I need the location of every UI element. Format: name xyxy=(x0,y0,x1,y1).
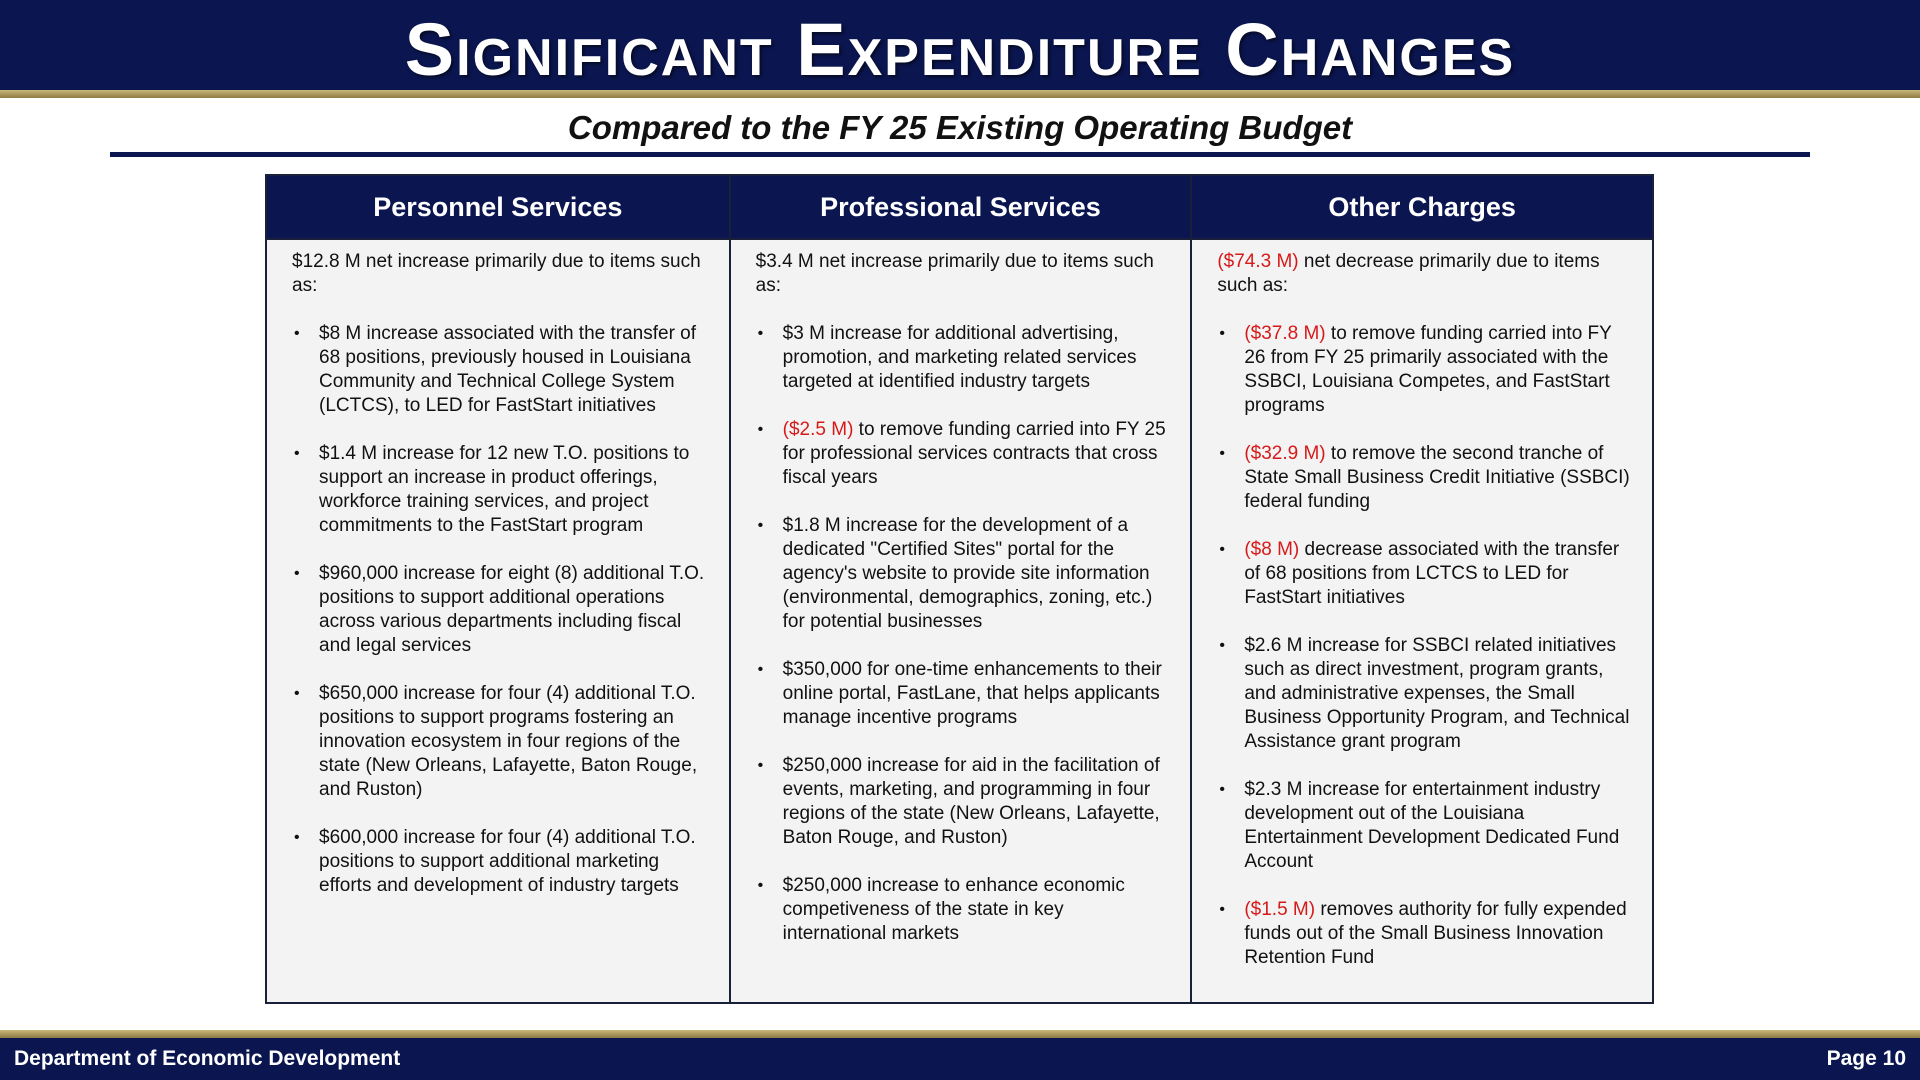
list-item: ($37.8 M) to remove funding carried into… xyxy=(1217,322,1630,418)
item-text: $1.8 M increase for the development of a… xyxy=(782,515,1153,632)
item-text: $3 M increase for additional advertising… xyxy=(782,323,1137,392)
item-text: $2.6 M increase for SSBCI related initia… xyxy=(1244,635,1630,752)
department-name: Department of Economic Development xyxy=(14,1047,401,1070)
intro-amount: ($74.3 M) xyxy=(1217,251,1299,272)
item-text: $8 M increase associated with the transf… xyxy=(319,323,697,416)
page-number: Page 10 xyxy=(1826,1047,1906,1070)
item-text: $650,000 increase for four (4) additiona… xyxy=(319,683,698,800)
item-list: $3 M increase for additional advertising… xyxy=(756,322,1169,946)
column-intro: ($74.3 M) net decrease primarily due to … xyxy=(1217,250,1630,298)
list-item: $350,000 for one-time enhancements to th… xyxy=(756,658,1169,730)
item-text: $250,000 increase for aid in the facilit… xyxy=(782,755,1160,848)
intro-text: $3.4 M net increase primarily due to ite… xyxy=(755,251,1154,296)
list-item: $8 M increase associated with the transf… xyxy=(292,322,707,418)
column-body: $12.8 M net increase primarily due to it… xyxy=(267,240,729,922)
column-body: $3.4 M net increase primarily due to ite… xyxy=(731,240,1191,970)
column-intro: $3.4 M net increase primarily due to ite… xyxy=(756,250,1169,298)
column-body: ($74.3 M) net decrease primarily due to … xyxy=(1192,240,1652,994)
page-subtitle: Compared to the FY 25 Existing Operating… xyxy=(567,109,1353,146)
item-text: to remove the second tranche of State Sm… xyxy=(1244,443,1630,512)
page-title: Significant Expenditure Changes xyxy=(404,8,1516,91)
expenditure-table: Personnel Services $12.8 M net increase … xyxy=(265,174,1654,1004)
list-item: ($32.9 M) to remove the second tranche o… xyxy=(1217,442,1630,514)
item-amount: ($8 M) xyxy=(1244,539,1300,560)
column-other-charges: Other Charges ($74.3 M) net decrease pri… xyxy=(1190,176,1652,1002)
item-text: $1.4 M increase for 12 new T.O. position… xyxy=(319,443,690,536)
column-intro: $12.8 M net increase primarily due to it… xyxy=(292,250,707,298)
list-item: $1.8 M increase for the development of a… xyxy=(756,514,1169,634)
list-item: $3 M increase for additional advertising… xyxy=(756,322,1169,394)
column-heading: Professional Services xyxy=(730,176,1191,240)
item-text: decrease associated with the transfer of… xyxy=(1244,539,1620,608)
list-item: $250,000 increase for aid in the facilit… xyxy=(756,754,1169,850)
subtitle-rule xyxy=(110,152,1810,157)
footer-bar: Department of Economic Development Page … xyxy=(0,1038,1920,1080)
list-item: ($1.5 M) removes authority for fully exp… xyxy=(1217,898,1630,970)
item-text: $2.3 M increase for entertainment indust… xyxy=(1244,779,1620,872)
item-text: $960,000 increase for eight (8) addition… xyxy=(319,563,705,656)
column-professional-services: Professional Services $3.4 M net increas… xyxy=(728,176,1191,1002)
list-item: ($2.5 M) to remove funding carried into … xyxy=(756,418,1169,490)
footer-gold-stripe xyxy=(0,1030,1920,1038)
item-amount: ($1.5 M) xyxy=(1244,899,1316,920)
item-list: $8 M increase associated with the transf… xyxy=(292,322,707,898)
item-text: $250,000 increase to enhance economic co… xyxy=(782,875,1125,944)
item-list: ($37.8 M) to remove funding carried into… xyxy=(1217,322,1630,970)
list-item: $650,000 increase for four (4) additiona… xyxy=(292,682,707,802)
list-item: $250,000 increase to enhance economic co… xyxy=(756,874,1169,946)
list-item: ($8 M) decrease associated with the tran… xyxy=(1217,538,1630,610)
item-text: to remove funding carried into FY 25 for… xyxy=(782,419,1166,488)
intro-text: net decrease primarily due to items such… xyxy=(1217,251,1600,296)
item-text: to remove funding carried into FY 26 fro… xyxy=(1244,323,1612,416)
title-bar xyxy=(0,0,1920,90)
column-heading: Personnel Services xyxy=(267,176,729,240)
item-text: removes authority for fully expended fun… xyxy=(1244,899,1627,968)
column-personnel-services: Personnel Services $12.8 M net increase … xyxy=(267,176,729,1002)
list-item: $1.4 M increase for 12 new T.O. position… xyxy=(292,442,707,538)
list-item: $960,000 increase for eight (8) addition… xyxy=(292,562,707,658)
intro-text: $12.8 M net increase primarily due to it… xyxy=(292,251,701,296)
item-text: $600,000 increase for four (4) additiona… xyxy=(319,827,696,896)
list-item: $2.3 M increase for entertainment indust… xyxy=(1217,778,1630,874)
item-amount: ($32.9 M) xyxy=(1244,443,1326,464)
item-amount: ($37.8 M) xyxy=(1244,323,1326,344)
column-heading: Other Charges xyxy=(1192,176,1652,240)
list-item: $2.6 M increase for SSBCI related initia… xyxy=(1217,634,1630,754)
title-gold-stripe xyxy=(0,90,1920,98)
list-item: $600,000 increase for four (4) additiona… xyxy=(292,826,707,898)
item-amount: ($2.5 M) xyxy=(782,419,854,440)
item-text: $350,000 for one-time enhancements to th… xyxy=(782,659,1162,728)
